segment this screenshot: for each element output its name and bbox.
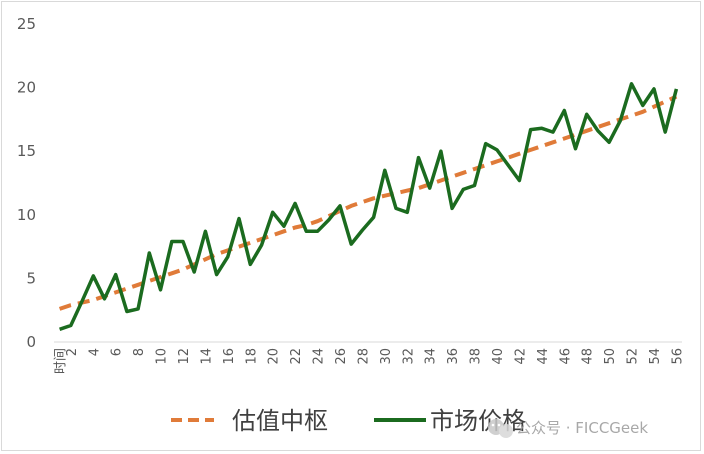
- x-tick-label: 6: [110, 348, 125, 356]
- legend: 估值中枢 市场价格: [171, 407, 526, 435]
- watermark: 公众号 · FICCGeek: [488, 419, 648, 438]
- y-tick-label: 25: [17, 15, 36, 33]
- x-tick-label: 18: [244, 348, 259, 365]
- x-tick-label: 12: [177, 348, 192, 365]
- x-tick-label: 20: [267, 348, 282, 365]
- x-tick-label: 2: [65, 348, 80, 356]
- x-tick-label: 36: [446, 348, 461, 365]
- x-tick-label: 16: [222, 348, 237, 365]
- x-tick-label: 34: [424, 348, 439, 365]
- series-line-price: [59, 82, 679, 331]
- wechat-icon: [488, 419, 513, 438]
- x-tick-label: 14: [199, 348, 214, 365]
- x-tick-label: 46: [558, 348, 573, 365]
- x-tick-label: 4: [87, 348, 102, 356]
- x-tick-label: 48: [581, 348, 596, 365]
- legend-label-valuation: 估值中枢: [232, 407, 328, 435]
- watermark-text: 公众号 · FICCGeek: [516, 419, 648, 437]
- x-tick-label: 32: [401, 348, 416, 365]
- series-layer: [58, 82, 679, 331]
- x-tick-label: 38: [469, 348, 484, 365]
- x-tick-label: 42: [513, 348, 528, 365]
- y-tick-label: 0: [26, 333, 36, 351]
- y-tick-label: 20: [17, 79, 36, 97]
- x-tick-label: 时间: [54, 348, 69, 374]
- x-tick-label: 22: [289, 348, 304, 365]
- x-tick-label: 26: [334, 348, 349, 365]
- x-tick-label: 54: [648, 348, 663, 365]
- x-tick-label: 10: [155, 348, 170, 365]
- y-tick-label: 15: [17, 142, 36, 160]
- x-tick-label: 44: [536, 348, 551, 365]
- x-tick-label: 50: [603, 348, 618, 365]
- legend-item-valuation: 估值中枢: [171, 407, 328, 435]
- x-tick-label: 52: [626, 348, 641, 365]
- y-tick-label: 5: [26, 269, 36, 287]
- series-line-valuation: [58, 94, 678, 311]
- x-tick-label: 56: [670, 348, 685, 365]
- x-tick-label: 40: [491, 348, 506, 365]
- x-tick-label: 30: [379, 348, 394, 365]
- x-tick-label: 24: [312, 348, 327, 365]
- x-tick-label: 28: [356, 348, 371, 365]
- y-tick-label: 10: [17, 206, 36, 224]
- y-axis-ticks: 0 5 10 15 20 25: [17, 15, 36, 351]
- x-tick-label: 8: [132, 348, 147, 356]
- x-axis-ticks: 时间2 4 6 8 10 12 14 16 18 20 22 24 26 28 30 32 34 36 38 40 42…: [54, 348, 686, 374]
